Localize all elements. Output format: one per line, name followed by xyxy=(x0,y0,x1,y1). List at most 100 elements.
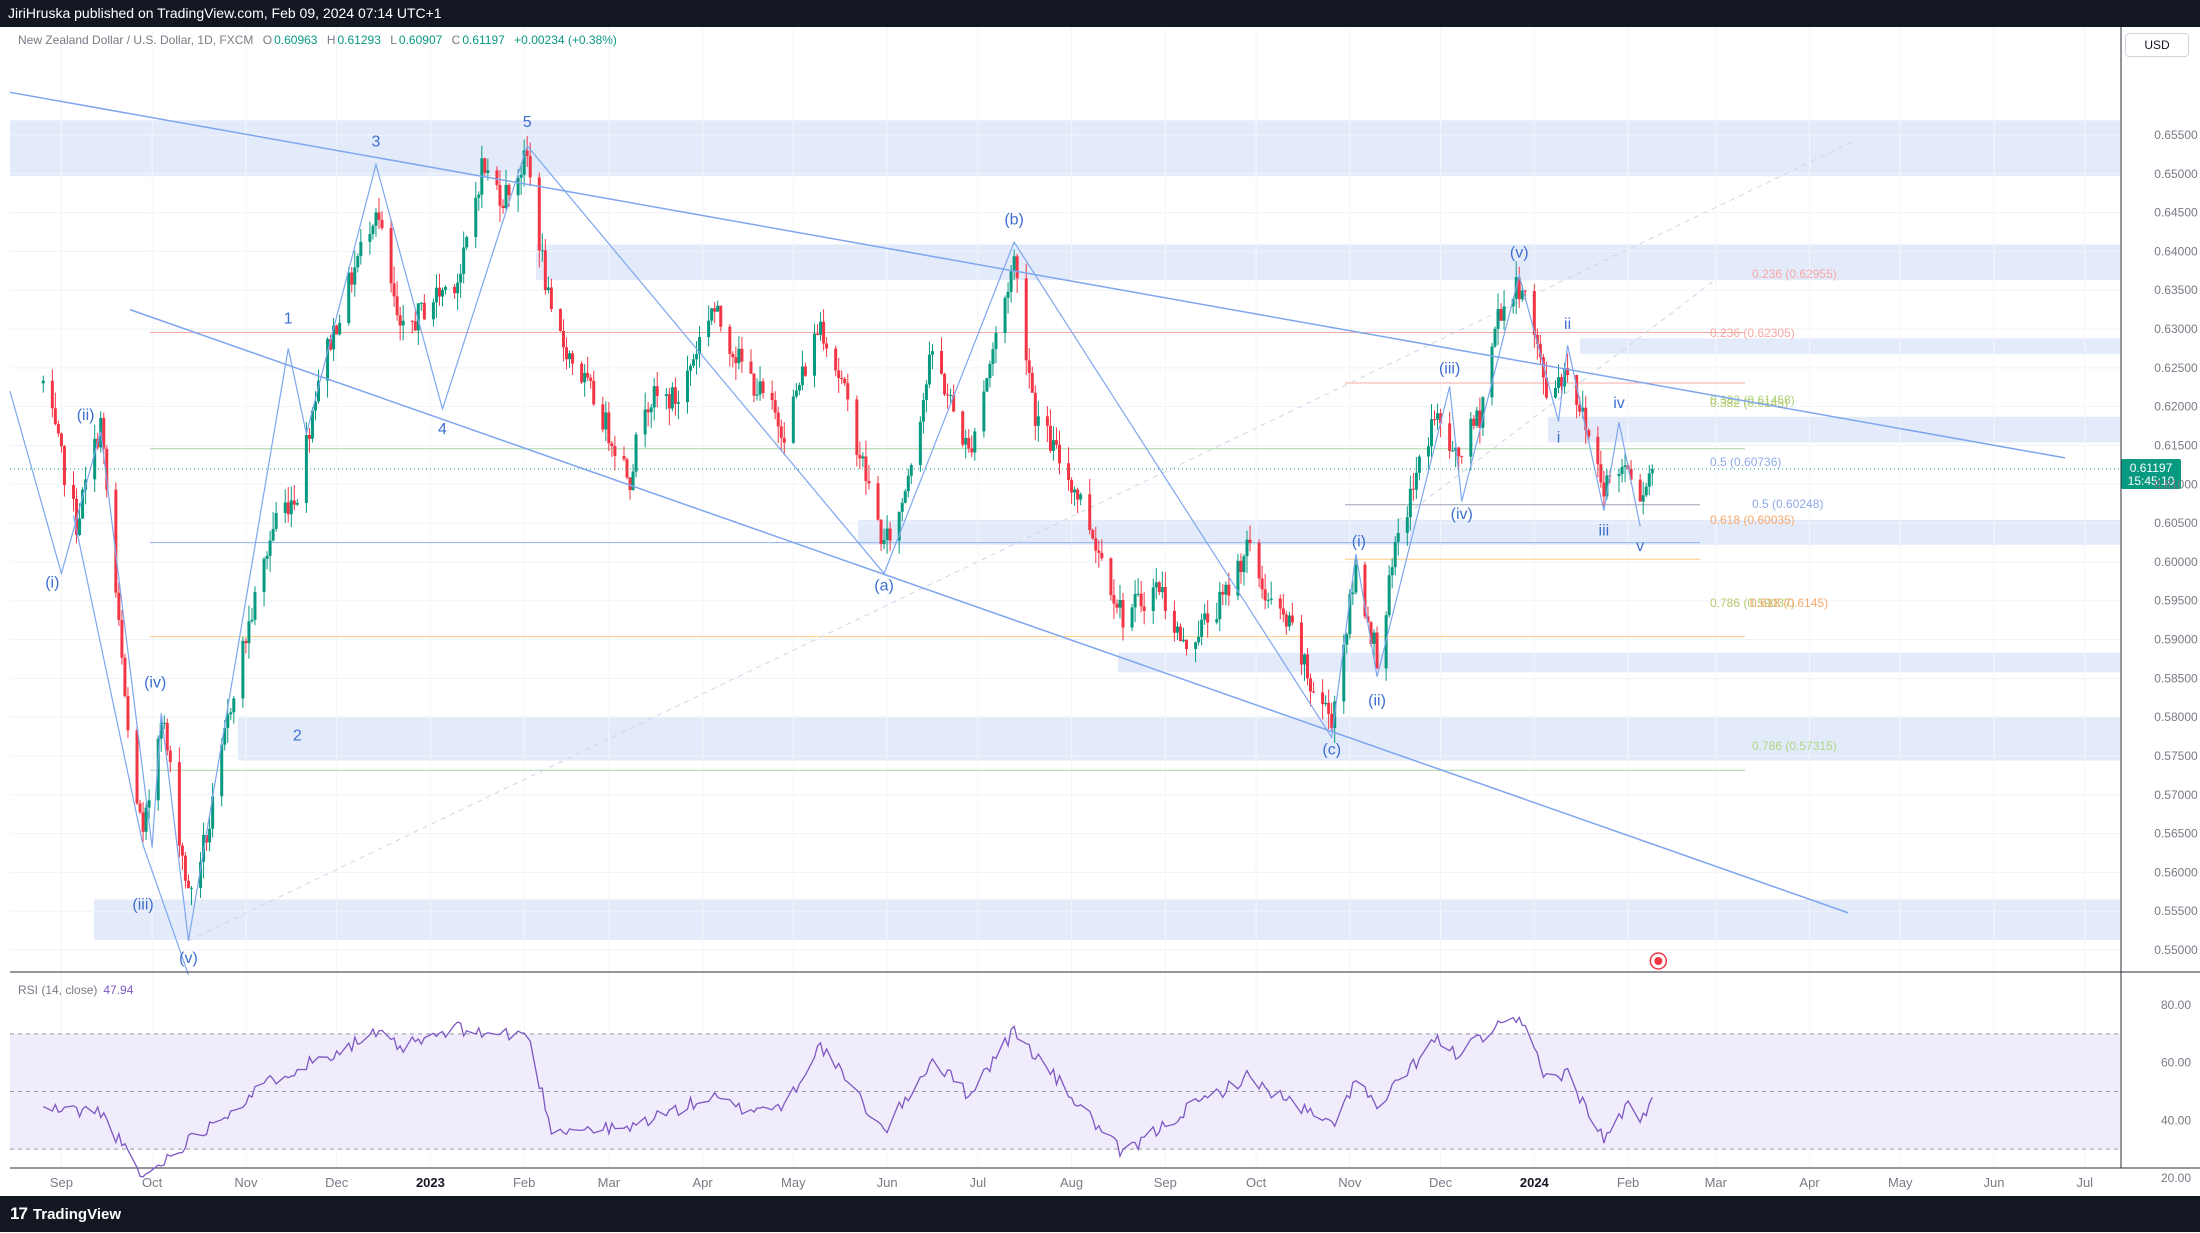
candle-body xyxy=(1493,328,1497,347)
candle-body xyxy=(522,150,526,175)
candle-body xyxy=(1136,593,1140,595)
wave-label: (b) xyxy=(1004,211,1024,228)
candle-body xyxy=(123,657,127,697)
candle-body xyxy=(1499,309,1503,321)
candle-body xyxy=(1553,388,1557,398)
wave-label: 3 xyxy=(372,134,381,151)
candle-body xyxy=(156,738,160,801)
candle-body xyxy=(1426,446,1430,457)
candle-body xyxy=(921,399,925,422)
candle-body xyxy=(861,456,865,459)
candle-body xyxy=(295,502,299,505)
candle-body xyxy=(731,353,735,358)
candle-body xyxy=(1160,587,1164,593)
rsi-y-tick: 20.00 xyxy=(2161,1171,2191,1185)
candle-body xyxy=(422,302,426,320)
candle-body xyxy=(1354,564,1358,593)
price-chart[interactable]: 0.236 (0.62955) 0.236 (0.62305) 0.382 (0.6… xyxy=(0,27,2200,1196)
wave-path-1 xyxy=(72,515,190,976)
wave-label: iii xyxy=(1599,523,1610,540)
candle-body xyxy=(78,518,82,535)
candle-body xyxy=(1236,560,1240,596)
zone-rect-2 xyxy=(1580,338,2120,354)
candle-body xyxy=(205,834,209,843)
candle-body xyxy=(834,348,838,371)
candle-body xyxy=(165,722,169,751)
tradingview-brand: TradingView xyxy=(32,1206,122,1223)
candle-body xyxy=(253,591,257,620)
candle-body xyxy=(1051,440,1055,451)
candle-body xyxy=(1457,447,1461,457)
candle-body xyxy=(223,727,227,745)
fib-label-4: 0.5 (0.60248) xyxy=(1752,497,1823,511)
open-value: 0.60963 xyxy=(274,33,318,47)
candle-body xyxy=(755,394,759,396)
candle-body xyxy=(380,219,384,229)
candle-body xyxy=(120,619,124,658)
candle-body xyxy=(1248,539,1252,544)
x-tick-label: Dec xyxy=(325,1175,349,1190)
candle-body xyxy=(840,378,844,380)
candle-body xyxy=(822,321,826,344)
candle-body xyxy=(1242,556,1246,573)
candle-body xyxy=(646,409,650,413)
candle-body xyxy=(1351,592,1355,595)
candle-body xyxy=(350,272,354,285)
candle-body xyxy=(589,377,593,381)
x-tick-label: Sep xyxy=(50,1175,73,1190)
candle-body xyxy=(72,485,76,499)
y-tick-label: 0.55500 xyxy=(2154,904,2198,918)
candle-body xyxy=(329,339,333,350)
candle-body xyxy=(558,309,562,332)
candle-body xyxy=(501,205,505,209)
candle-body xyxy=(498,185,502,206)
candle-body xyxy=(625,459,629,478)
candle-body xyxy=(952,395,956,412)
candle-body xyxy=(906,475,910,492)
candle-body xyxy=(401,320,405,326)
wave-label: (i) xyxy=(1352,533,1366,550)
currency-button[interactable]: USD xyxy=(2125,33,2189,57)
candle-body xyxy=(62,446,66,486)
candle-body xyxy=(310,410,314,439)
wave-label: 4 xyxy=(438,421,447,438)
wave-label: 1 xyxy=(284,311,293,328)
candle-body xyxy=(1142,606,1146,612)
x-tick-label: Jun xyxy=(877,1175,898,1190)
candle-body xyxy=(1181,639,1185,642)
candle-body xyxy=(1097,550,1101,553)
candle-body xyxy=(685,370,689,403)
x-tick-label: Oct xyxy=(142,1175,163,1190)
candle-body xyxy=(903,491,907,503)
candle-body xyxy=(549,287,553,310)
candle-body xyxy=(507,184,511,196)
wave-label: ii xyxy=(1564,316,1571,333)
wave-label: i xyxy=(1557,429,1561,446)
candle-body xyxy=(1299,622,1303,665)
candle-body xyxy=(1496,309,1500,329)
candle-body xyxy=(1321,692,1325,705)
y-tick-label: 0.60500 xyxy=(2154,516,2198,530)
candle-body xyxy=(41,380,45,384)
close-value: 0.61197 xyxy=(462,33,505,47)
candle-body xyxy=(1363,564,1367,617)
publisher-text: JiriHruska published on TradingView.com,… xyxy=(8,5,442,21)
y-tick-label: 0.56500 xyxy=(2154,827,2198,841)
y-tick-label: 0.62000 xyxy=(2154,400,2198,414)
candle-body xyxy=(1133,594,1137,608)
candle-body xyxy=(561,331,565,348)
candle-body xyxy=(208,828,212,843)
candle-body xyxy=(580,363,584,383)
y-tick-label: 0.58500 xyxy=(2154,671,2198,685)
tradingview-logo[interactable]: 17 TradingView xyxy=(10,1196,121,1233)
wave-path-2 xyxy=(187,144,1641,941)
candle-body xyxy=(332,325,336,350)
rsi-band xyxy=(10,1033,2120,1150)
zone-rect-6 xyxy=(1118,652,2120,673)
candle-body xyxy=(347,272,351,324)
wave-label: (ii) xyxy=(77,407,95,424)
candle-body xyxy=(1278,598,1282,609)
candle-body xyxy=(673,387,677,404)
candle-body xyxy=(1172,610,1176,633)
candle-body xyxy=(601,404,605,430)
